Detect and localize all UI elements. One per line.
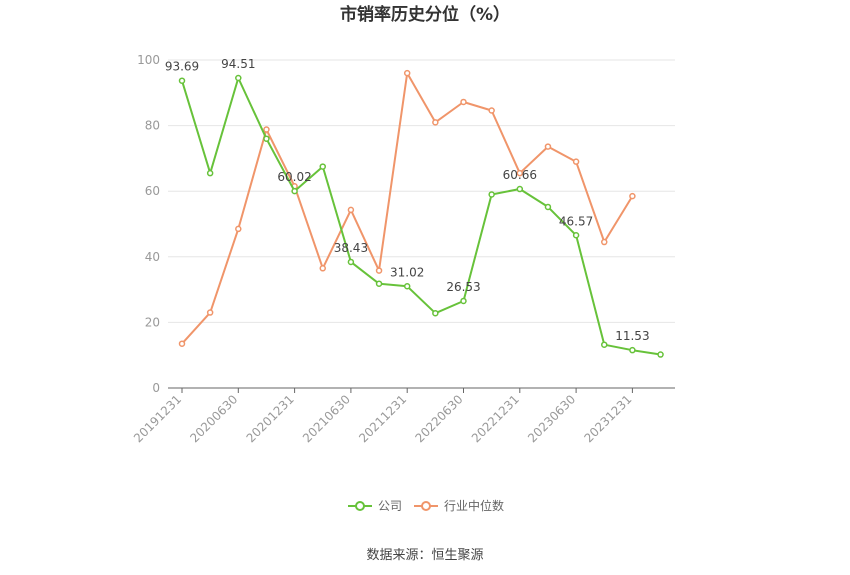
data-point[interactable] [601, 341, 608, 348]
data-point[interactable] [291, 187, 298, 195]
data-point[interactable] [347, 258, 355, 266]
x-tick-label: 20230630 [525, 392, 578, 445]
legend-industry-marker-icon [421, 501, 431, 511]
legend-company-label: 公司 [378, 499, 402, 513]
data-label: 38.43 [334, 241, 368, 255]
data-point[interactable] [488, 191, 495, 198]
x-tick-label: 20191231 [131, 392, 184, 445]
x-tick-label: 20201231 [244, 392, 297, 445]
x-axis-ticks: 20191231 20200630 20201231 20210630 20211231… [131, 388, 635, 445]
y-tick-label: 80 [145, 119, 160, 133]
legend-company-marker-icon [355, 501, 365, 511]
series-line-0 [181, 77, 661, 356]
data-point[interactable] [432, 309, 439, 317]
data-label: 26.53 [446, 280, 480, 294]
series-group [178, 69, 664, 358]
data-point[interactable] [178, 340, 186, 347]
data-point[interactable] [206, 309, 214, 316]
data-point[interactable] [403, 69, 411, 77]
y-tick-label: 60 [145, 184, 160, 198]
legend-item-company[interactable]: 公司 [348, 499, 402, 513]
x-tick-label: 20210630 [300, 392, 353, 445]
data-point[interactable] [544, 203, 552, 211]
data-label: 93.69 [165, 60, 199, 74]
data-point[interactable] [460, 98, 467, 106]
data-point[interactable] [235, 74, 242, 82]
y-axis-ticks: 0 20 40 60 80 100 [137, 53, 160, 395]
data-point[interactable] [263, 135, 270, 142]
data-point[interactable] [319, 265, 326, 272]
x-tick-label: 20231231 [581, 392, 634, 445]
data-label: 60.66 [503, 168, 537, 182]
data-point[interactable] [347, 206, 355, 214]
data-point[interactable] [460, 297, 467, 305]
data-point[interactable] [235, 225, 242, 233]
data-point[interactable] [572, 158, 580, 165]
data-point[interactable] [629, 346, 636, 354]
data-label: 11.53 [615, 329, 649, 343]
y-tick-label: 0 [152, 381, 160, 395]
x-tick-label: 20200630 [187, 392, 240, 445]
data-label: 31.02 [390, 265, 424, 279]
data-point[interactable] [572, 232, 580, 239]
data-label: 46.57 [559, 214, 593, 228]
source-note: 数据来源：恒生聚源 [366, 548, 483, 563]
data-point[interactable] [375, 267, 383, 274]
data-label: 94.51 [221, 57, 255, 71]
series-line-1 [181, 72, 634, 345]
x-tick-label: 20221231 [469, 392, 522, 445]
data-point[interactable] [263, 126, 270, 133]
data-point[interactable] [544, 143, 552, 150]
data-point[interactable] [206, 169, 214, 177]
grid-lines [168, 59, 675, 323]
data-labels: 93.69 94.51 60.02 38.43 31.02 26.53 60.66 46.57… [165, 57, 650, 343]
data-point[interactable] [516, 185, 524, 193]
data-point[interactable] [657, 351, 664, 358]
chart-title: 市销率历史分位（%） [340, 4, 510, 25]
data-point[interactable] [629, 192, 636, 200]
data-point[interactable] [178, 77, 186, 84]
data-point[interactable] [516, 169, 524, 177]
data-point[interactable] [488, 107, 495, 114]
data-point[interactable] [375, 280, 383, 287]
data-point[interactable] [403, 283, 411, 290]
legend[interactable]: 公司 行业中位数 [348, 498, 504, 513]
x-tick-label: 20211231 [356, 392, 409, 445]
data-point[interactable] [319, 163, 326, 170]
legend-item-industry-median[interactable]: 行业中位数 [414, 498, 504, 513]
legend-industry-label: 行业中位数 [444, 498, 504, 513]
x-tick-label: 20220630 [413, 392, 466, 445]
data-point[interactable] [601, 238, 608, 246]
data-label: 60.02 [277, 170, 311, 184]
y-tick-label: 40 [145, 250, 160, 264]
data-point[interactable] [432, 119, 439, 126]
y-tick-label: 20 [145, 315, 160, 329]
y-tick-label: 100 [137, 53, 160, 67]
